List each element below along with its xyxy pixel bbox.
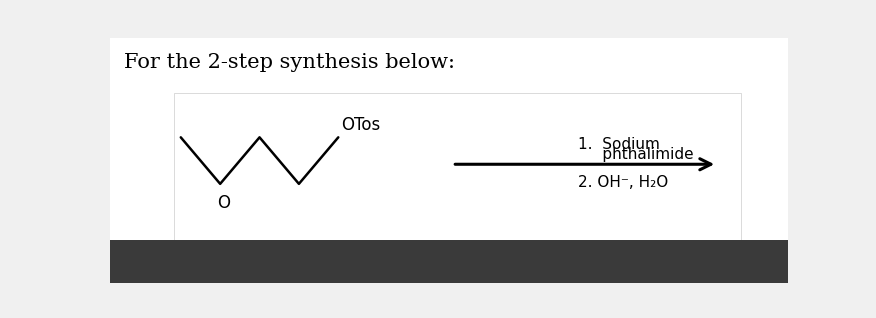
FancyBboxPatch shape [174,93,741,240]
Text: O: O [217,194,230,212]
Text: For the 2-step synthesis below:: For the 2-step synthesis below: [124,53,456,72]
Text: 2. OH⁻, H₂O: 2. OH⁻, H₂O [578,175,668,190]
Bar [110,38,788,240]
Bar [110,240,788,283]
Text: phthalimide: phthalimide [578,147,694,162]
Text: 1.  Sodium: 1. Sodium [578,137,660,152]
Text: OTos: OTos [341,116,380,134]
